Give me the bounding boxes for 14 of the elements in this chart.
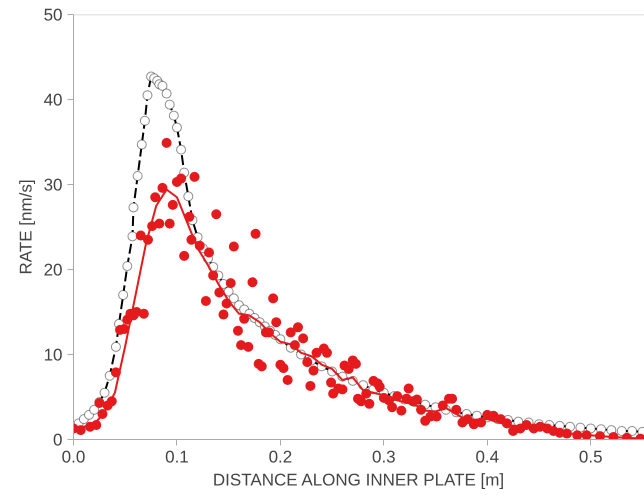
x-tick-label: 0.2 [268,448,292,466]
y-tick-label: 50 [44,6,63,24]
x-tick-label: 0.1 [165,448,189,466]
y-tick-label: 40 [44,90,63,110]
y-tick-label: 0 [53,430,63,450]
y-tick-label: 10 [44,346,63,364]
x-tick-label: 0.4 [475,448,500,466]
y-tick-label: 30 [44,176,63,194]
x-tick-label: 0.0 [62,448,86,466]
x-tick-label: 0.3 [372,448,396,466]
y-axis-title: RATE [nm/s] [16,179,36,275]
x-tick-label: 0.5 [578,448,603,466]
x-axis-title: DISTANCE ALONG INNER PLATE [m] [212,470,504,490]
y-tick-label: 20 [44,260,63,280]
